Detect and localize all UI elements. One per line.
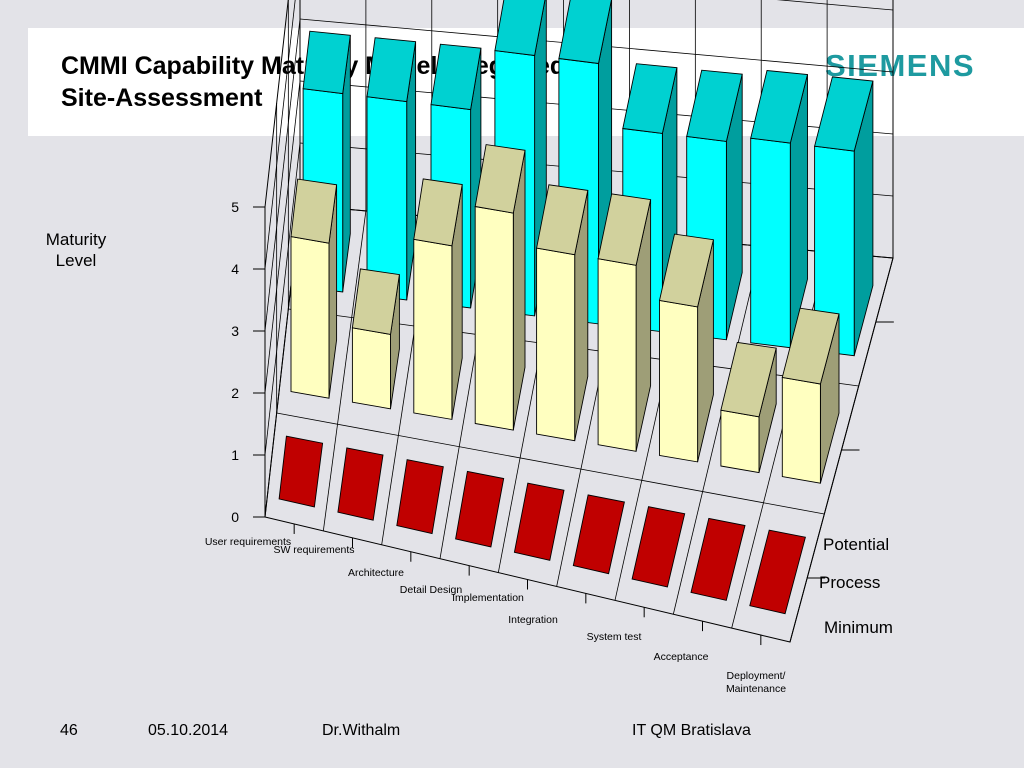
series-label-process: Process	[819, 573, 880, 592]
bar-process	[290, 178, 338, 399]
left-wall-gridline	[264, 18, 301, 332]
y-axis-title: Maturity	[46, 230, 107, 249]
bar-process	[413, 178, 463, 420]
left-wall-gridline	[264, 142, 301, 456]
floor-gridline	[276, 412, 825, 515]
bar-process	[474, 144, 526, 431]
bar-minimum	[572, 494, 625, 575]
y-tick-label: 4	[231, 261, 239, 277]
bar-potential	[814, 76, 874, 357]
x-tick-label: Deployment/	[727, 670, 786, 682]
bar-process	[720, 341, 777, 474]
bar-process-top	[474, 144, 526, 214]
footer-author: Dr.Withalm	[322, 722, 401, 739]
bar-process-top	[351, 268, 400, 335]
bar-process-front	[597, 258, 637, 452]
x-tick-label: Maintenance	[726, 683, 786, 695]
y-tick-label: 2	[231, 385, 239, 401]
back-wall-gridline	[776, 0, 894, 11]
bar-potential-top	[814, 76, 874, 152]
series-label-minimum: Minimum	[824, 618, 893, 637]
bar-potential-top	[366, 37, 417, 103]
bar-potential-front	[366, 96, 408, 301]
y-tick-label: 0	[231, 509, 239, 525]
bar-potential-top	[302, 30, 351, 95]
y-tick-label: 1	[231, 447, 239, 463]
x-tick-label: Integration	[508, 614, 558, 626]
left-wall-gridline	[264, 80, 301, 394]
y-tick-label: 3	[231, 323, 239, 339]
bar-potential-top	[622, 63, 678, 134]
bar-minimum	[749, 529, 806, 615]
bar-process	[597, 193, 652, 452]
bar-minimum	[278, 435, 324, 508]
bar-minimum	[631, 506, 686, 588]
bar-minimum	[690, 517, 746, 601]
series-label-potential: Potential	[823, 535, 889, 554]
x-tick-label: Detail Design	[400, 584, 463, 596]
x-tick-label: Architecture	[348, 567, 404, 579]
bar-process-front	[413, 238, 453, 420]
y-tick-label: 5	[231, 199, 239, 215]
x-tick-label: Implementation	[452, 592, 524, 604]
bar-minimum	[337, 447, 384, 521]
bar-process-top	[720, 341, 777, 418]
left-wall-gridline	[264, 0, 296, 270]
x-tick-label: SW requirements	[273, 544, 354, 556]
x-tick-label: Acceptance	[654, 651, 709, 663]
bar-process-top	[290, 178, 338, 244]
floor-gridline	[672, 246, 762, 615]
bar-process	[781, 307, 840, 484]
bar-process-front	[351, 327, 391, 410]
siemens-logo: SIEMENS	[825, 48, 976, 83]
x-tick-label: System test	[587, 631, 642, 643]
floor-gridline	[322, 210, 367, 531]
bar-process-top	[781, 307, 840, 385]
bar-process-top	[536, 184, 589, 256]
bar-process	[658, 233, 714, 463]
x-tick-label: User requirements	[205, 536, 291, 548]
bar-minimum	[396, 459, 444, 535]
bar-potential	[750, 70, 809, 349]
bar-minimum	[455, 470, 505, 548]
title-line-2: Site-Assessment	[61, 84, 263, 112]
bar-process-top	[597, 193, 652, 266]
bar-potential-front	[750, 137, 791, 349]
bar-minimum	[513, 482, 565, 561]
bar-process-front	[474, 205, 514, 431]
bar-potential-top	[686, 69, 743, 142]
bar-process	[351, 268, 400, 410]
bar-process	[536, 184, 589, 442]
footer-date: 05.10.2014	[148, 722, 229, 739]
bar-process-front	[781, 376, 821, 484]
bar-potential-top	[750, 70, 809, 144]
footer-department: IT QM Bratislava	[632, 722, 751, 739]
bar-process-front	[659, 299, 699, 463]
bar-process-front	[720, 409, 760, 474]
bar-potential-top	[430, 43, 482, 111]
y-axis-title: Level	[56, 251, 97, 270]
bar-process-front	[536, 247, 576, 442]
bar-potential	[366, 37, 417, 301]
footer-page-number: 46	[60, 722, 78, 739]
bar-potential-top	[558, 0, 612, 64]
bar-process-top	[413, 178, 463, 247]
bar-potential-top	[494, 0, 546, 56]
bar-process-top	[658, 233, 714, 308]
bar-process-front	[290, 236, 330, 399]
